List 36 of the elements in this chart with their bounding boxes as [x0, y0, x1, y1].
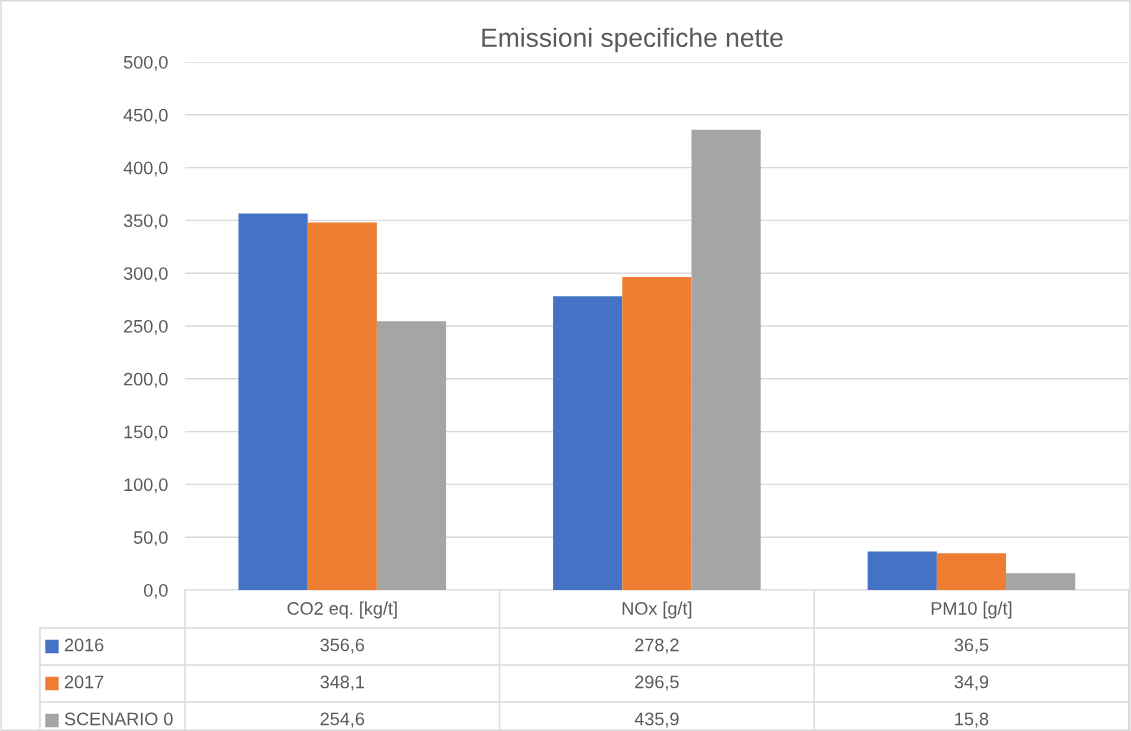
y-tick-label: 200,0 [124, 372, 168, 388]
data-label: 435,9 [634, 712, 679, 728]
bar [867, 551, 937, 590]
x-tick-label: CO2 eq. [kg/t] [287, 601, 397, 619]
bar [936, 553, 1007, 590]
x-tick-label: PM10 [g/t] [931, 601, 1012, 619]
y-tick-label: 500,0 [123, 55, 168, 71]
bar [1006, 573, 1076, 590]
data-label: 356,6 [320, 638, 365, 654]
bar [238, 213, 308, 590]
y-tick-label: 300,0 [123, 267, 168, 283]
data-label: 278,2 [635, 638, 679, 654]
bar [376, 321, 447, 590]
chart-title: Emissioni specifiche nette [482, 27, 783, 53]
y-tick-label: 450,0 [123, 108, 168, 124]
y-tick-label: 150,0 [124, 425, 168, 441]
data-label: 34,9 [954, 675, 989, 691]
bar [553, 296, 623, 590]
y-tick-label: 350,0 [123, 214, 168, 230]
data-label: 36,5 [954, 638, 989, 654]
bar [691, 129, 761, 590]
y-tick-label: 400,0 [123, 161, 168, 177]
bar [622, 276, 692, 590]
legend-label: 2017 [64, 675, 104, 689]
data-label: 254,6 [320, 712, 365, 728]
data-label: 348,1 [320, 675, 364, 691]
legend-label: 2016 [64, 638, 104, 652]
y-tick-label: 100,0 [124, 478, 168, 494]
x-tick-label: NOx [g/t] [622, 601, 692, 619]
bar [307, 222, 377, 590]
y-tick-label: 0,0 [143, 583, 168, 599]
data-label: 296,5 [635, 675, 679, 691]
y-tick-label: 250,0 [124, 319, 168, 335]
y-tick-label: 50,0 [133, 531, 168, 547]
legend-label: SCENARIO 0 [64, 712, 173, 726]
data-label: 15,8 [955, 712, 989, 728]
